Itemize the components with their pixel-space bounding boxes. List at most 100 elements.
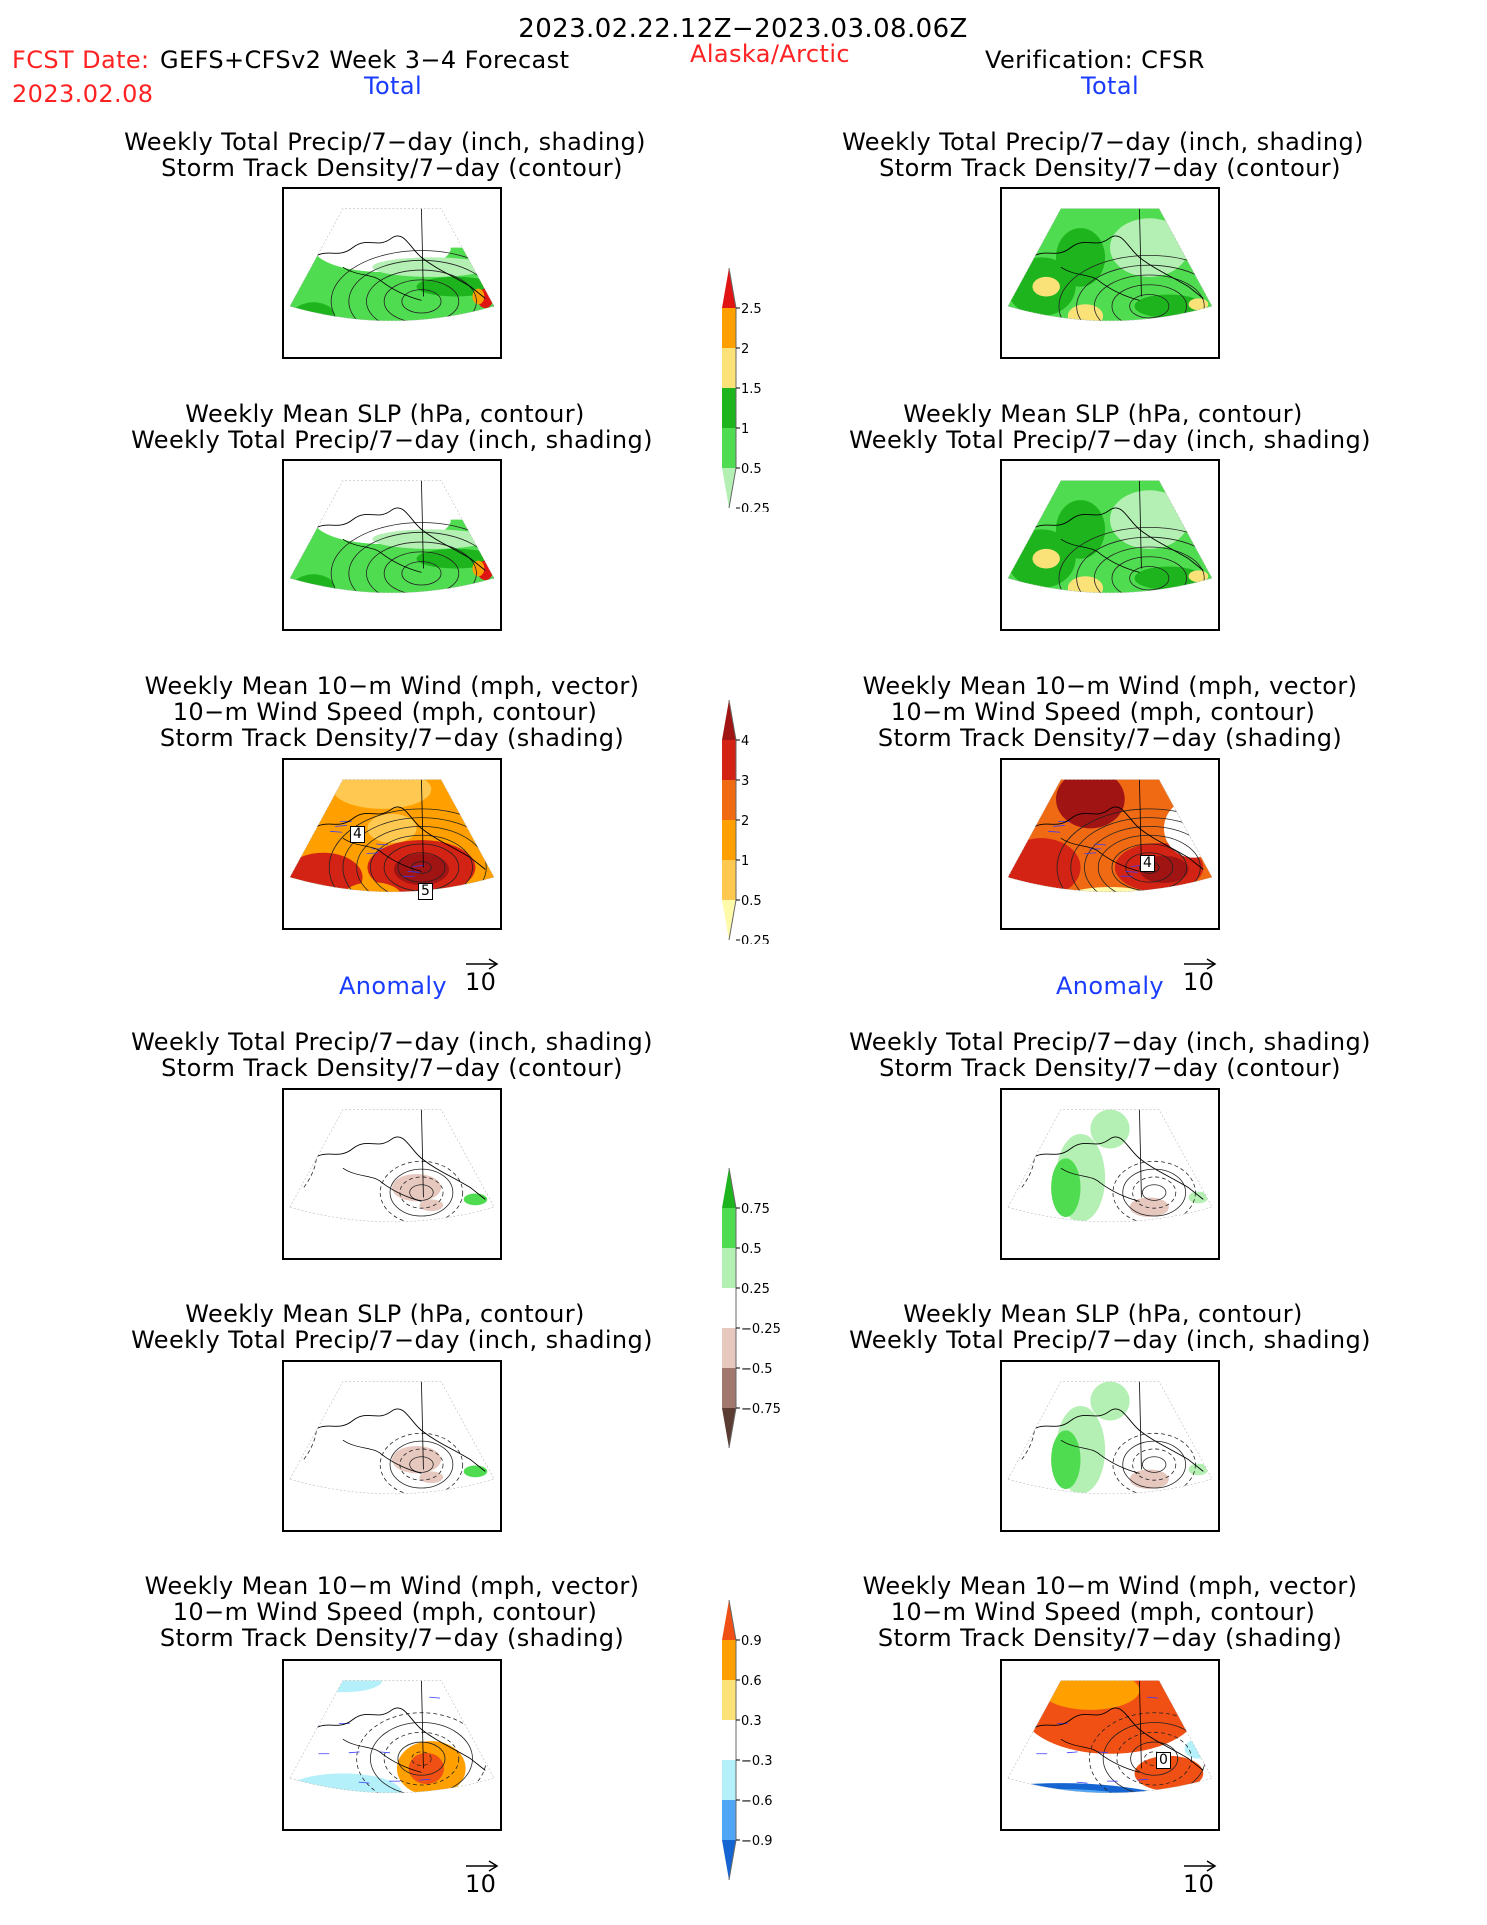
colorbar-segment — [722, 740, 736, 780]
colorbar-segment — [722, 900, 736, 940]
colorbar-segment — [722, 1168, 736, 1208]
map-line — [366, 852, 379, 855]
map-line — [342, 1439, 422, 1474]
map-forecast-wind-total — [282, 758, 502, 930]
map-line — [1094, 843, 1107, 846]
map-line — [1031, 235, 1204, 299]
map-projection-outline — [1007, 1109, 1213, 1223]
map-line — [342, 837, 422, 872]
map-line — [308, 1724, 320, 1726]
contour-line — [342, 817, 495, 892]
contour-line — [389, 1440, 454, 1489]
fcst-date-label: FCST Date: — [12, 46, 150, 74]
map-projection-outline — [289, 480, 495, 594]
contour-line — [1132, 1448, 1177, 1481]
contour-line — [409, 1184, 434, 1201]
title-ob-slp-5: Weekly Mean SLP (hPa, contour) — [903, 1300, 1303, 1328]
shading-base — [289, 1680, 495, 1793]
vector-ref-label-ob-total: 10 — [1183, 968, 1215, 996]
map-line — [1139, 1381, 1142, 1470]
contour-line — [366, 269, 477, 321]
contour-line — [1058, 527, 1213, 593]
map-observed-precip-anom — [1000, 1088, 1220, 1260]
shading-blob — [1090, 1109, 1130, 1149]
contour-line — [356, 826, 487, 892]
vector-ref-arrow-ob-total — [1183, 955, 1217, 974]
map-line — [348, 1751, 360, 1754]
map-observed-precip-total — [1000, 187, 1220, 359]
shading-blob — [1056, 779, 1125, 829]
shading-blob — [393, 853, 449, 886]
contour-line — [379, 1432, 464, 1494]
shading-blob — [1129, 1469, 1169, 1489]
title-ob-wind-3: Weekly Mean 10−m Wind (mph, vector) — [862, 672, 1358, 700]
contour-line — [366, 541, 477, 593]
map-area — [1007, 1680, 1213, 1793]
map-line — [421, 208, 424, 297]
shading-blob — [291, 574, 336, 593]
map-line — [313, 1136, 486, 1200]
map-area — [289, 779, 495, 892]
map-line — [298, 1693, 310, 1696]
map-line — [1139, 1109, 1142, 1198]
colorbar-segment — [722, 268, 736, 308]
contour-line — [1122, 1440, 1186, 1489]
map-projection-outline — [1007, 779, 1213, 893]
contour-line — [397, 1741, 446, 1776]
map-projection-outline — [289, 208, 495, 322]
map-line — [1139, 779, 1142, 868]
map-line — [1097, 1751, 1109, 1754]
verification-title: Verification: CFSR — [985, 46, 1205, 74]
colorbar-tick-label: −0.6 — [741, 1794, 773, 1809]
shading-blob — [1134, 1755, 1204, 1791]
colorbar-tick-label: 0.25 — [741, 502, 770, 512]
colorbar-segment — [722, 1408, 736, 1448]
colorbar-tick-label: −0.75 — [741, 1402, 781, 1417]
shading-blob — [1032, 548, 1060, 569]
contour-label-fc-wind-a: 4 — [350, 826, 366, 843]
contour-line — [1088, 1712, 1213, 1793]
map-area — [1007, 779, 1213, 892]
colorbar-segment — [722, 1640, 736, 1680]
colorbar-segment — [722, 1760, 736, 1800]
title-ob-wind-6: Weekly Mean 10−m Wind (mph, vector) — [862, 1572, 1358, 1600]
contour-line — [1070, 817, 1213, 892]
map-area — [289, 1381, 495, 1494]
contour-line — [330, 250, 495, 321]
colorbar-segment — [722, 780, 736, 820]
contour-line — [1116, 1731, 1192, 1786]
contour-line — [1122, 1168, 1186, 1217]
colorbar-tick-label: −0.5 — [741, 1362, 773, 1377]
colorbar-segment — [722, 700, 736, 740]
map-area — [1007, 1381, 1213, 1494]
map-projection-outline — [1007, 1381, 1213, 1495]
colorbar-tick-label: 1 — [741, 422, 749, 437]
section-anomaly-right: Anomaly — [1055, 972, 1165, 1000]
contour-line — [401, 561, 442, 586]
shading-blob — [1067, 304, 1104, 321]
map-forecast-precip-anom — [282, 1088, 502, 1260]
map-forecast-slp-total — [282, 459, 502, 631]
title-fc-wind-3: Weekly Mean 10−m Wind (mph, vector) — [144, 672, 640, 700]
map-observed-wind-total — [1000, 758, 1220, 930]
colorbar-tick-label: 2.5 — [741, 302, 762, 317]
title-fc-precip-1: Weekly Total Precip/7−day (inch, shading… — [124, 128, 646, 156]
colorbar-tick-label: 0.25 — [741, 1282, 770, 1297]
colorbar-tick-label: 0.3 — [741, 1714, 762, 1729]
section-anomaly-left: Anomaly — [338, 972, 448, 1000]
section-total-right: Total — [1080, 72, 1140, 100]
contour-line — [1111, 556, 1187, 593]
title-fc-precip-2: Weekly Total Precip/7−day (inch, shading… — [131, 426, 653, 454]
colorbar-segment — [722, 468, 736, 508]
map-line — [1053, 825, 1065, 827]
map-line — [313, 1707, 486, 1771]
contour-line — [1058, 255, 1213, 321]
shading-blob — [299, 1793, 348, 1813]
shading-blob — [1090, 1381, 1130, 1421]
map-projection-outline — [1007, 1680, 1213, 1794]
map-observed-wind-anom — [1000, 1659, 1220, 1831]
shading-blob — [1110, 218, 1189, 277]
contour-line — [1142, 1456, 1167, 1473]
title-fc-slp-2: Weekly Mean SLP (hPa, contour) — [185, 400, 585, 428]
colorbar-tick-label: 1.5 — [741, 382, 762, 397]
